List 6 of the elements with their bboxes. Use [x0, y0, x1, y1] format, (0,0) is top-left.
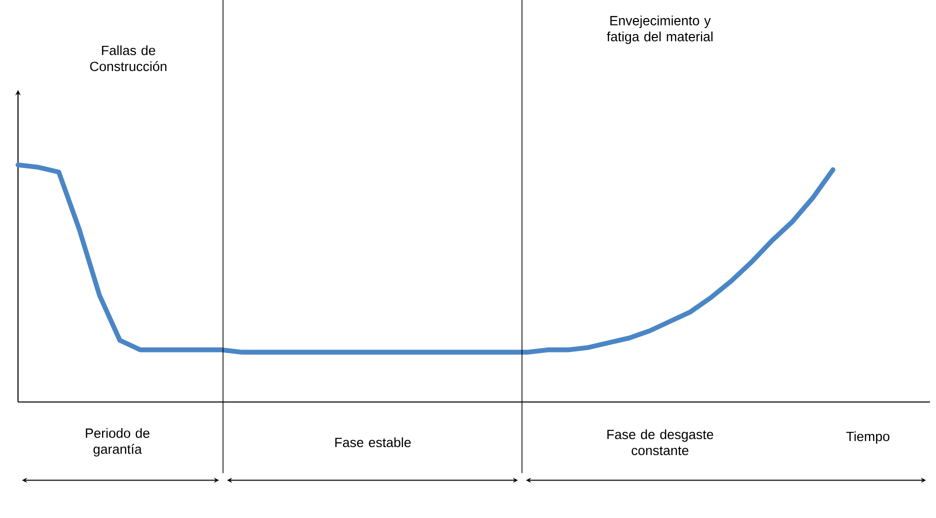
text: Periodo de garantía: [86, 428, 150, 456]
text: Fase de desgaste constante: [607, 429, 714, 456]
text: Fase estable: [335, 437, 411, 448]
x-axis-title: Tiempo: [846, 431, 890, 444]
text: Envejecimiento y fatiga del material: [606, 16, 712, 44]
text: Fallas de Construcción: [90, 45, 166, 72]
